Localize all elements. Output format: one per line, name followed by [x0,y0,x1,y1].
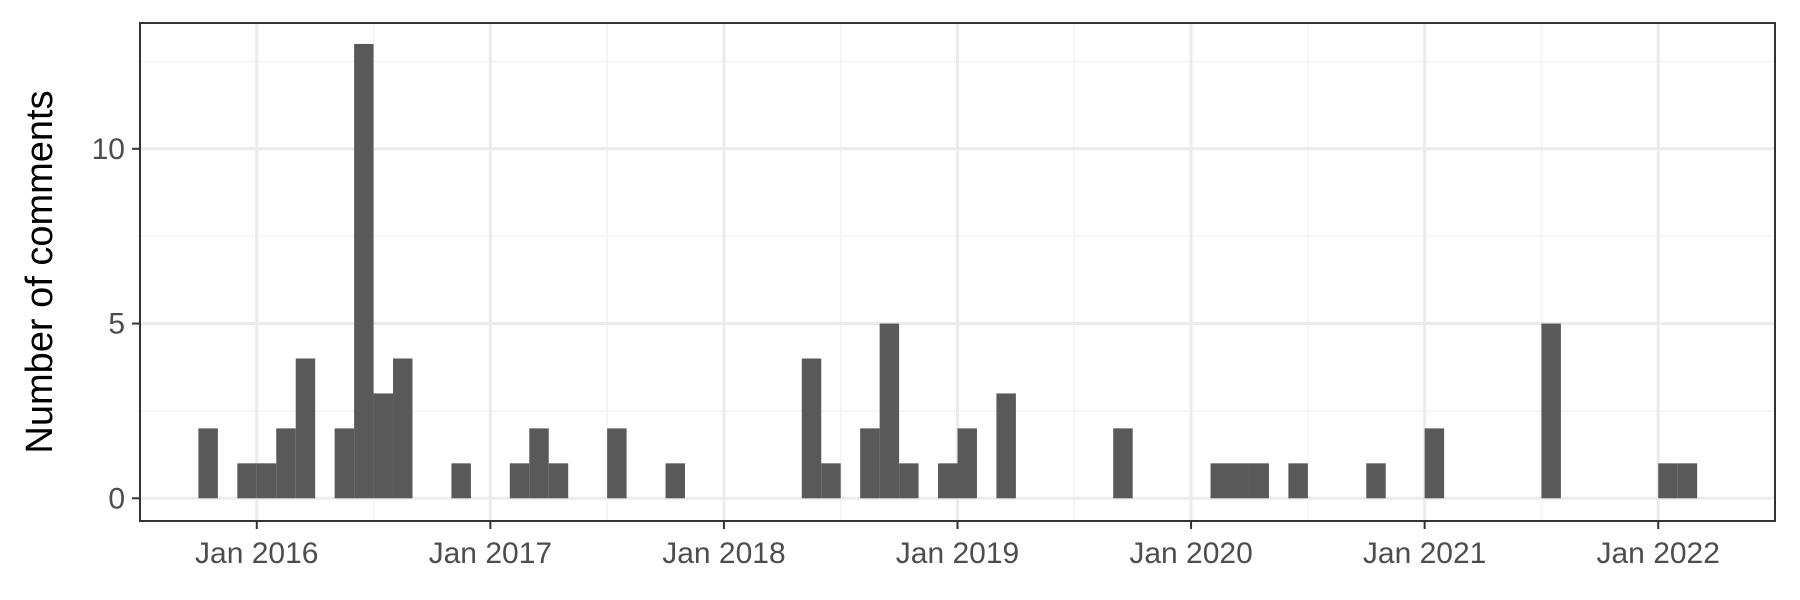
x-tick-label: Jan 2019 [896,537,1019,570]
histogram-bar [899,463,919,499]
histogram-bar [1424,428,1445,499]
histogram-bar [1366,463,1386,499]
histogram-bars [198,43,1698,499]
x-tick-label: Jan 2021 [1363,537,1486,570]
histogram-bar [1230,463,1250,499]
y-tick-label: 10 [92,133,125,166]
histogram-bar [373,393,394,499]
histogram-bar [821,463,841,499]
histogram-bar [879,323,900,499]
histogram-bar [1541,323,1561,499]
histogram-bar [1677,463,1698,499]
x-tick-label: Jan 2016 [195,537,318,570]
histogram-bar [198,428,218,499]
histogram-bar [276,428,296,499]
histogram-bar [1113,428,1133,499]
histogram-bar [1210,463,1230,499]
histogram-bar [607,428,627,499]
histogram-bar [354,43,374,499]
x-tick-label: Jan 2022 [1596,537,1719,570]
histogram-bar [334,428,355,499]
histogram-bar [957,428,977,499]
histogram-bar [938,463,958,499]
histogram-bar [451,463,471,499]
histogram-bar [801,358,822,499]
y-tick-label: 0 [108,482,125,515]
histogram-bar [665,463,685,499]
histogram-bar [1249,463,1269,499]
histogram-bar [295,358,316,499]
x-axis: Jan 2016 Jan 2017 Jan 2018 Jan 2019 Jan 2020… [195,521,1720,570]
histogram-bar [256,463,277,499]
histogram-bar [1288,463,1308,499]
x-tick-label: Jan 2018 [662,537,785,570]
x-tick-label: Jan 2017 [429,537,552,570]
histogram-bar [529,428,549,499]
y-tick-label: 5 [108,308,125,341]
y-axis: 0 5 10 [92,133,140,515]
y-axis-title: Number of comments [19,90,61,453]
histogram-bar [237,463,257,499]
histogram-bar [509,463,530,499]
histogram-bar [393,358,413,499]
histogram-bar [1658,463,1678,499]
x-tick-label: Jan 2020 [1129,537,1252,570]
histogram-bar [548,463,569,499]
histogram-bar [996,393,1016,499]
histogram-bar [860,428,880,499]
